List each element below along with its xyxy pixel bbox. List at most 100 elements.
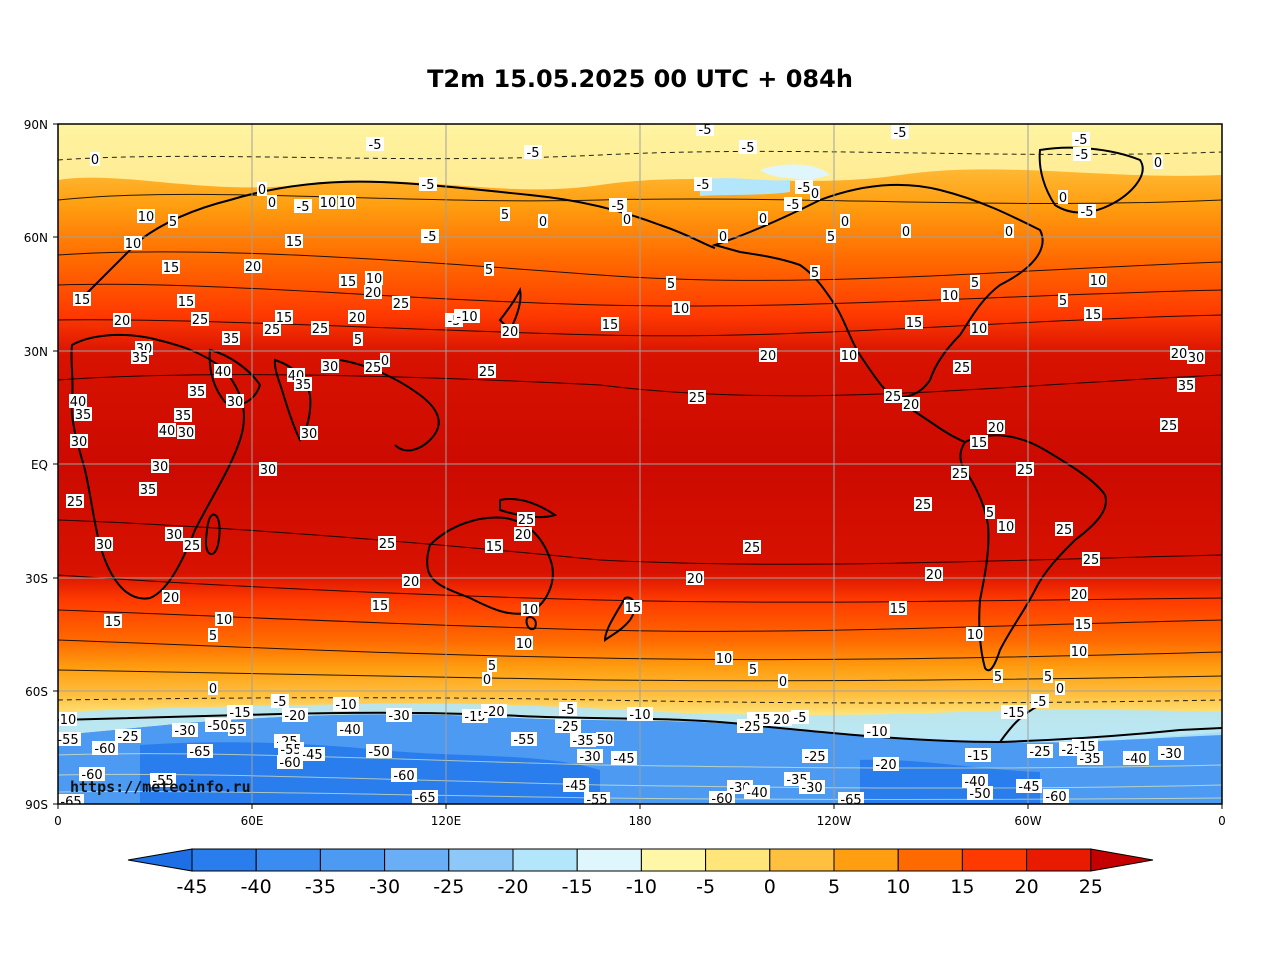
temperature-field: -5-5 -5-5 -5-5-50 00 -5 -5 -5 00 -5 10 105 0-50 0-50… (58, 124, 1222, 810)
contour-label: 10 (715, 651, 733, 667)
svg-text:15: 15 (286, 235, 303, 250)
svg-text:5: 5 (1059, 294, 1067, 309)
x-tick: 60E (241, 814, 264, 828)
x-tick: 120W (817, 814, 852, 828)
svg-text:35: 35 (75, 408, 92, 423)
svg-text:25: 25 (192, 313, 209, 328)
svg-text:-65: -65 (189, 745, 210, 760)
x-axis: 0 60E 120E 180 120W 60W 0 (54, 804, 1226, 828)
svg-text:5: 5 (749, 663, 757, 678)
svg-text:0: 0 (1154, 156, 1162, 171)
svg-text:5: 5 (1044, 670, 1052, 685)
svg-text:-5: -5 (787, 198, 800, 213)
svg-text:-5: -5 (274, 695, 287, 710)
contour-label: -5 (739, 140, 757, 156)
svg-text:-25: -25 (804, 750, 825, 765)
svg-text:10: 10 (1071, 645, 1088, 660)
contour-label: 20 (1070, 587, 1088, 603)
contour-label: -5 (421, 229, 439, 245)
svg-text:-35: -35 (572, 734, 593, 749)
svg-text:25: 25 (915, 498, 932, 513)
contour-label: 0 (1055, 681, 1065, 697)
contour-label: 20 (686, 571, 704, 587)
contour-label: -65 (58, 794, 84, 810)
contour-label: 25 (688, 390, 706, 406)
contour-label: 5 (810, 265, 820, 281)
contour-label: -50 (205, 718, 231, 734)
contour-label: 15 (1074, 617, 1092, 633)
contour-label: -10 (864, 724, 890, 740)
svg-text:0: 0 (779, 675, 787, 690)
contour-label: 10 (137, 209, 155, 225)
contour-label: 0 (380, 353, 390, 369)
contour-label: -5 (559, 702, 577, 718)
contour-label: 0 (778, 674, 788, 690)
contour-label: 20 (759, 348, 777, 364)
svg-text:-20: -20 (768, 713, 789, 728)
svg-text:20: 20 (760, 349, 777, 364)
colorbar-low-arrow (127, 848, 193, 872)
svg-text:0: 0 (258, 183, 266, 198)
colorbar-label: -30 (369, 876, 400, 898)
contour-label: 35 (139, 482, 157, 498)
svg-text:-55: -55 (586, 793, 607, 808)
svg-text:0: 0 (1056, 682, 1064, 697)
contour-label: 0 (538, 214, 548, 230)
colorbar-label: -20 (497, 876, 528, 898)
svg-text:-10: -10 (456, 310, 477, 325)
contour-label: 5 (353, 332, 363, 348)
svg-text:-5: -5 (798, 181, 811, 196)
svg-text:20: 20 (114, 314, 131, 329)
svg-text:-65: -65 (60, 795, 81, 810)
svg-text:25: 25 (1161, 419, 1178, 434)
contour-label: 5 (484, 262, 494, 278)
svg-text:-5: -5 (527, 146, 540, 161)
svg-text:5: 5 (811, 266, 819, 281)
contour-label: 10 (672, 301, 690, 317)
colorbar-label: -15 (562, 876, 593, 898)
contour-label: 20 (925, 567, 943, 583)
contour-label: -5 (795, 180, 813, 196)
contour-label: 0 (482, 672, 492, 688)
colorbar-label: 15 (950, 876, 974, 898)
svg-text:10: 10 (138, 210, 155, 225)
contour-label: 5 (1058, 293, 1068, 309)
svg-text:-5: -5 (894, 126, 907, 141)
colorbar-bin (640, 848, 707, 872)
svg-text:25: 25 (479, 365, 496, 380)
contour-label: -5 (366, 137, 384, 153)
svg-text:30: 30 (178, 426, 195, 441)
contour-label: 35 (74, 407, 92, 423)
svg-text:25: 25 (1056, 523, 1073, 538)
svg-text:15: 15 (602, 318, 619, 333)
colorbar-label: -35 (305, 876, 336, 898)
contour-label: 10 (1070, 644, 1088, 660)
contour-label: -30 (386, 708, 412, 724)
contour-label: 20 (244, 259, 262, 275)
svg-text:-55: -55 (513, 733, 534, 748)
contour-label: 25 (1160, 418, 1178, 434)
svg-text:10: 10 (339, 196, 356, 211)
colorbar-bin (448, 848, 514, 872)
colorbar-label: -40 (241, 876, 272, 898)
svg-text:-65: -65 (840, 793, 861, 808)
contour-label: 10 (59, 712, 77, 728)
contour-label: 0 (810, 186, 820, 202)
svg-text:5: 5 (667, 277, 675, 292)
colorbar-bin (833, 848, 899, 872)
svg-text:30: 30 (166, 528, 183, 543)
contour-label: 15 (104, 614, 122, 630)
contour-label: -25 (737, 719, 763, 735)
svg-text:0: 0 (902, 225, 910, 240)
contour-label: -15 (1001, 705, 1027, 721)
contour-label: 10 (997, 519, 1015, 535)
svg-text:0: 0 (719, 230, 727, 245)
svg-text:-15: -15 (464, 710, 485, 725)
contour-label: -10 (454, 309, 480, 325)
contour-label: -5 (694, 177, 712, 193)
watermark: https://meteoinfo.ru (70, 778, 251, 796)
svg-text:20: 20 (349, 311, 366, 326)
svg-text:15: 15 (372, 599, 389, 614)
svg-text:0: 0 (811, 187, 819, 202)
